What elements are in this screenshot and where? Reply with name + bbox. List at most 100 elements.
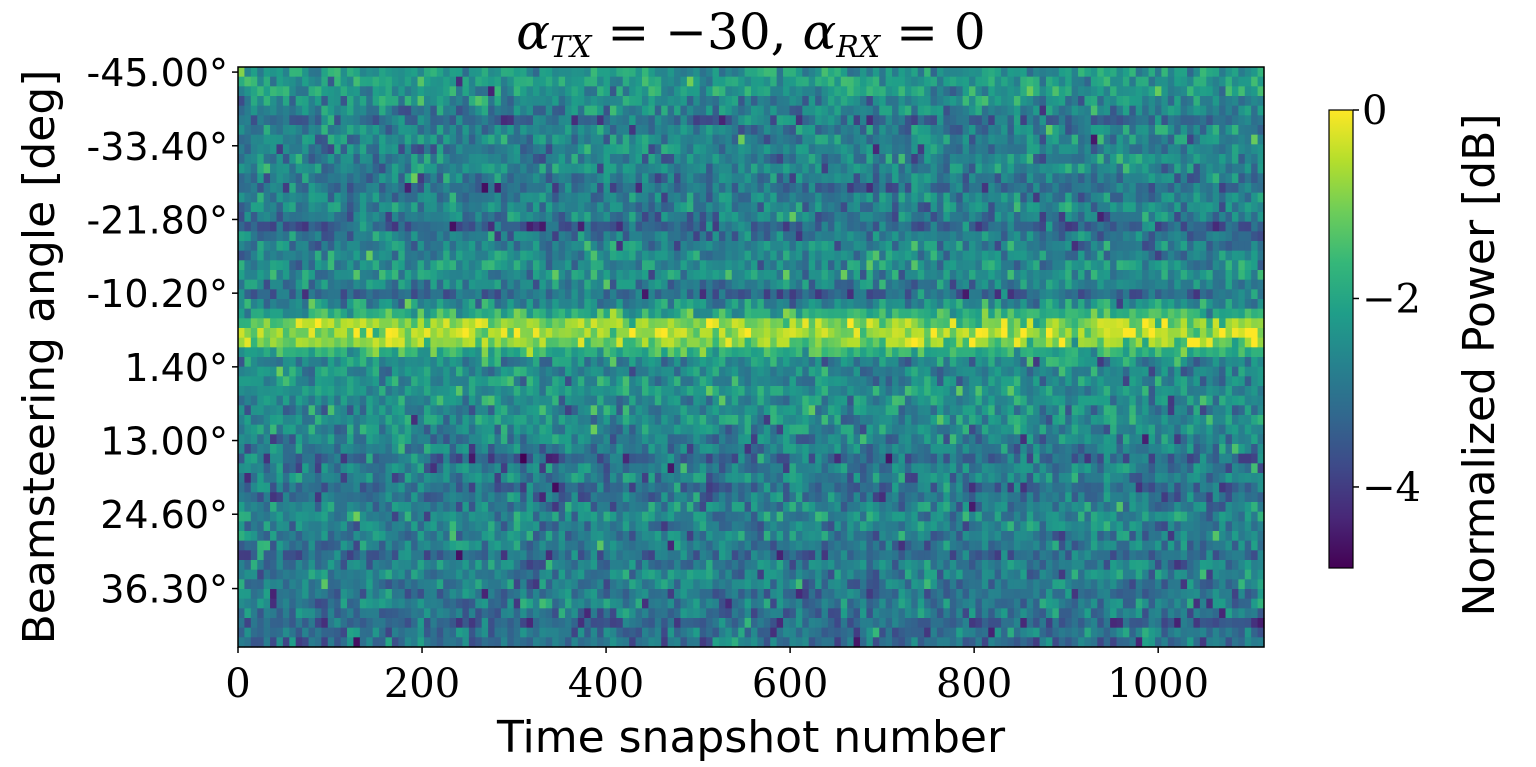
heatmap-cell <box>1033 221 1041 232</box>
heatmap-cell <box>353 76 361 87</box>
heatmap-cell <box>795 192 803 203</box>
heatmap-cell <box>718 357 726 368</box>
heatmap-cell <box>744 337 752 348</box>
heatmap-cell <box>879 318 887 329</box>
heatmap-cell <box>1180 192 1188 203</box>
heatmap-cell <box>981 173 989 184</box>
heatmap-cell <box>699 270 707 281</box>
heatmap-cell <box>1174 308 1182 319</box>
heatmap-cell <box>981 125 989 136</box>
heatmap-cell <box>981 289 989 300</box>
heatmap-cell <box>988 241 996 252</box>
heatmap-cell <box>936 241 944 252</box>
heatmap-cell <box>757 328 765 339</box>
heatmap-cell <box>270 221 278 232</box>
heatmap-cell <box>667 86 675 97</box>
heatmap-cell <box>1103 67 1111 78</box>
heatmap-cell <box>917 328 925 339</box>
heatmap-cell <box>693 183 701 194</box>
heatmap-cell <box>776 86 784 97</box>
heatmap-cell <box>443 192 451 203</box>
heatmap-cell <box>962 337 970 348</box>
heatmap-cell <box>449 115 457 126</box>
heatmap-cell <box>1052 76 1060 87</box>
heatmap-cell <box>321 357 329 368</box>
heatmap-cell <box>308 86 316 97</box>
heatmap-cell <box>1193 144 1201 155</box>
heatmap-cell <box>1244 144 1252 155</box>
heatmap-cell <box>1001 67 1009 78</box>
heatmap-cell <box>552 357 560 368</box>
heatmap-cell <box>577 299 585 310</box>
heatmap-cell <box>1007 212 1015 223</box>
heatmap-cell <box>1206 144 1214 155</box>
heatmap-cell <box>917 67 925 78</box>
heatmap-cell <box>629 328 637 339</box>
heatmap-cell <box>994 163 1002 174</box>
heatmap-cell <box>757 125 765 136</box>
heatmap-cell <box>834 270 842 281</box>
heatmap-cell <box>635 202 643 213</box>
heatmap-cell <box>866 357 874 368</box>
heatmap-cell <box>340 96 348 107</box>
heatmap-cell <box>1078 279 1086 290</box>
heatmap-cell <box>302 202 310 213</box>
heatmap-cell <box>552 270 560 281</box>
heatmap-cell <box>1142 212 1150 223</box>
heatmap-cell <box>539 318 547 329</box>
heatmap-cell <box>552 202 560 213</box>
heatmap-cell <box>1065 192 1073 203</box>
heatmap-cell <box>943 115 951 126</box>
heatmap-cell <box>860 212 868 223</box>
heatmap-cell <box>860 260 868 271</box>
heatmap-cell <box>770 105 778 116</box>
heatmap-cell <box>847 163 855 174</box>
heatmap-cell <box>981 144 989 155</box>
heatmap-cell <box>571 183 579 194</box>
heatmap-cell <box>334 328 342 339</box>
heatmap-cell <box>347 328 355 339</box>
heatmap-cell <box>423 154 431 165</box>
heatmap-cell <box>693 299 701 310</box>
heatmap-cell <box>302 299 310 310</box>
heatmap-cell <box>936 250 944 261</box>
heatmap-cell <box>430 289 438 300</box>
heatmap-cell <box>353 86 361 97</box>
heatmap-cell <box>500 289 508 300</box>
heatmap-cell <box>904 260 912 271</box>
heatmap-cell <box>1129 357 1137 368</box>
heatmap-cell <box>1251 250 1259 261</box>
heatmap-cell <box>757 154 765 165</box>
heatmap-cell <box>1007 241 1015 252</box>
heatmap-cell <box>359 250 367 261</box>
heatmap-cell <box>853 241 861 252</box>
heatmap-cell <box>257 154 265 165</box>
heatmap-cell <box>1129 105 1137 116</box>
heatmap-cell <box>1180 279 1188 290</box>
heatmap-cell <box>263 67 271 78</box>
heatmap-cell <box>385 279 393 290</box>
heatmap-cell <box>1039 308 1047 319</box>
heatmap-cell <box>648 241 656 252</box>
heatmap-cell <box>391 337 399 348</box>
heatmap-cell <box>609 192 617 203</box>
heatmap-cell <box>539 347 547 358</box>
heatmap-cell <box>577 241 585 252</box>
heatmap-cell <box>289 347 297 358</box>
heatmap-cell <box>1007 221 1015 232</box>
heatmap-cell <box>295 212 303 223</box>
heatmap-cell <box>468 202 476 213</box>
heatmap-cell <box>404 241 412 252</box>
heatmap-cell <box>314 231 322 242</box>
heatmap-cell <box>539 231 547 242</box>
heatmap-cell <box>1026 250 1034 261</box>
heatmap-cell <box>539 328 547 339</box>
heatmap-cell <box>1129 86 1137 97</box>
heatmap-cell <box>391 231 399 242</box>
heatmap-cell <box>552 260 560 271</box>
heatmap-cell <box>456 260 464 271</box>
heatmap-cell <box>1257 357 1265 368</box>
heatmap-cell <box>1007 308 1015 319</box>
heatmap-cell <box>1071 67 1079 78</box>
heatmap-cell <box>609 212 617 223</box>
